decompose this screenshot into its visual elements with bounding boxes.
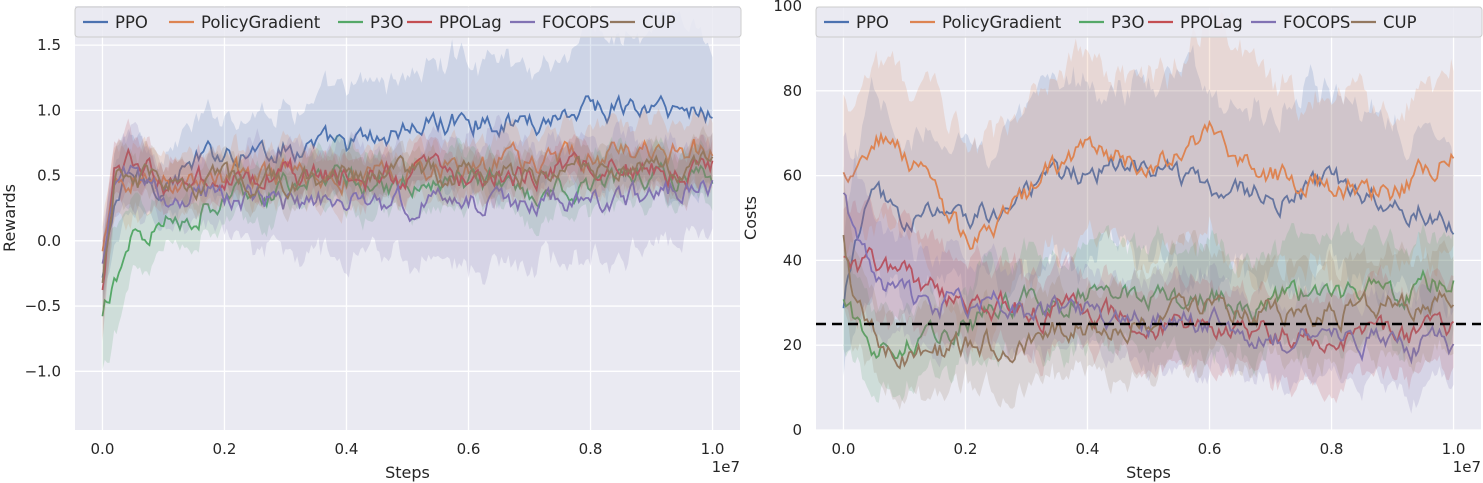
series-line-ppolag: [101, 147, 714, 291]
x-tick-label: 0.4: [1076, 440, 1100, 458]
legend-label-focops: FOCOPS: [1283, 13, 1350, 32]
legend-label-ppolag: PPOLag: [1180, 13, 1243, 32]
y-axis-label: Rewards: [0, 184, 19, 252]
x-tick-label: 0.0: [832, 440, 856, 458]
y-tick-label: 1.5: [37, 36, 61, 54]
series-band-ppolag: [102, 118, 713, 342]
y-tick-label: 0: [792, 421, 802, 439]
plot-area: [75, 6, 740, 430]
x-tick-label: 0.8: [1320, 440, 1344, 458]
y-tick-label: 40: [783, 251, 802, 269]
legend: PPO PolicyGradient P3O PPOLag FOCOPS CUP: [74, 6, 742, 38]
legend-label-policygradient: PolicyGradient: [201, 13, 321, 32]
y-tick-label: −1.0: [25, 362, 61, 380]
x-tick-label: 0.0: [91, 440, 115, 458]
y-tick-label: 100: [773, 0, 802, 15]
y-tick-label: 80: [783, 82, 802, 100]
legend-label-ppolag: PPOLag: [439, 13, 502, 32]
legend-label-policygradient: PolicyGradient: [942, 13, 1062, 32]
plot-area: [816, 6, 1481, 430]
series-band-policygradient: [102, 106, 713, 280]
x-offset-label: 1e7: [712, 458, 740, 476]
x-axis-label: Steps: [1126, 463, 1171, 482]
chart-panel-1: 0.0 0.2 0.4 0.6 0.8 1.0 −1.0 −0.5 0.0 0.5 1.0 1.5 St…: [0, 6, 742, 482]
series-band-ppo: [843, 44, 1454, 377]
x-tick-label: 0.2: [213, 440, 237, 458]
x-axis-label: Steps: [385, 463, 430, 482]
x-tick-label: 0.4: [335, 440, 359, 458]
chart-panel-2: 0.0 0.2 0.4 0.6 0.8 1.0 0 20 40 60 80 100 Steps Costs…: [741, 0, 1483, 482]
grid: [816, 5, 1481, 431]
series-band-cup: [102, 125, 713, 318]
legend: PPO PolicyGradient P3O PPOLag FOCOPS CUP: [815, 6, 1483, 38]
x-tick-label: 0.8: [579, 440, 603, 458]
y-tick-label: −0.5: [25, 297, 61, 315]
series-band-cup: [843, 166, 1454, 410]
legend-label-cup: CUP: [642, 13, 676, 32]
series-group: [101, 10, 714, 370]
y-tick-label: 1.0: [37, 101, 61, 119]
x-tick-label: 0.6: [1198, 440, 1222, 458]
x-offset-label: 1e7: [1453, 458, 1481, 476]
series-band-focops: [843, 132, 1454, 414]
series-line-p3o: [842, 268, 1455, 360]
series-group: [842, 12, 1455, 414]
y-tick-label: 0.5: [37, 167, 61, 185]
series-line-policygradient: [842, 119, 1455, 251]
legend-label-ppo: PPO: [856, 13, 889, 32]
y-tick-label: 60: [783, 167, 802, 185]
series-line-cup: [101, 149, 714, 284]
legend-label-p3o: P3O: [370, 13, 403, 32]
series-line-cup: [842, 234, 1455, 370]
legend-label-focops: FOCOPS: [542, 13, 609, 32]
y-tick-label: 20: [783, 336, 802, 354]
series-line-focops: [101, 164, 714, 264]
series-line-focops: [842, 192, 1455, 365]
x-tick-label: 0.6: [457, 440, 481, 458]
legend-label-ppo: PPO: [115, 13, 148, 32]
y-tick-label: 0.0: [37, 232, 61, 250]
x-tick-label: 1.0: [701, 440, 725, 458]
x-tick-label: 0.2: [954, 440, 978, 458]
series-band-ppolag: [843, 194, 1454, 404]
series-band-policygradient: [843, 12, 1454, 353]
series-line-ppo: [101, 93, 713, 278]
x-tick-label: 1.0: [1442, 440, 1466, 458]
legend-label-p3o: P3O: [1111, 13, 1144, 32]
legend-label-cup: CUP: [1383, 13, 1417, 32]
series-band-ppo: [102, 10, 713, 315]
y-axis-label: Costs: [741, 196, 760, 240]
series-band-focops: [102, 114, 713, 301]
